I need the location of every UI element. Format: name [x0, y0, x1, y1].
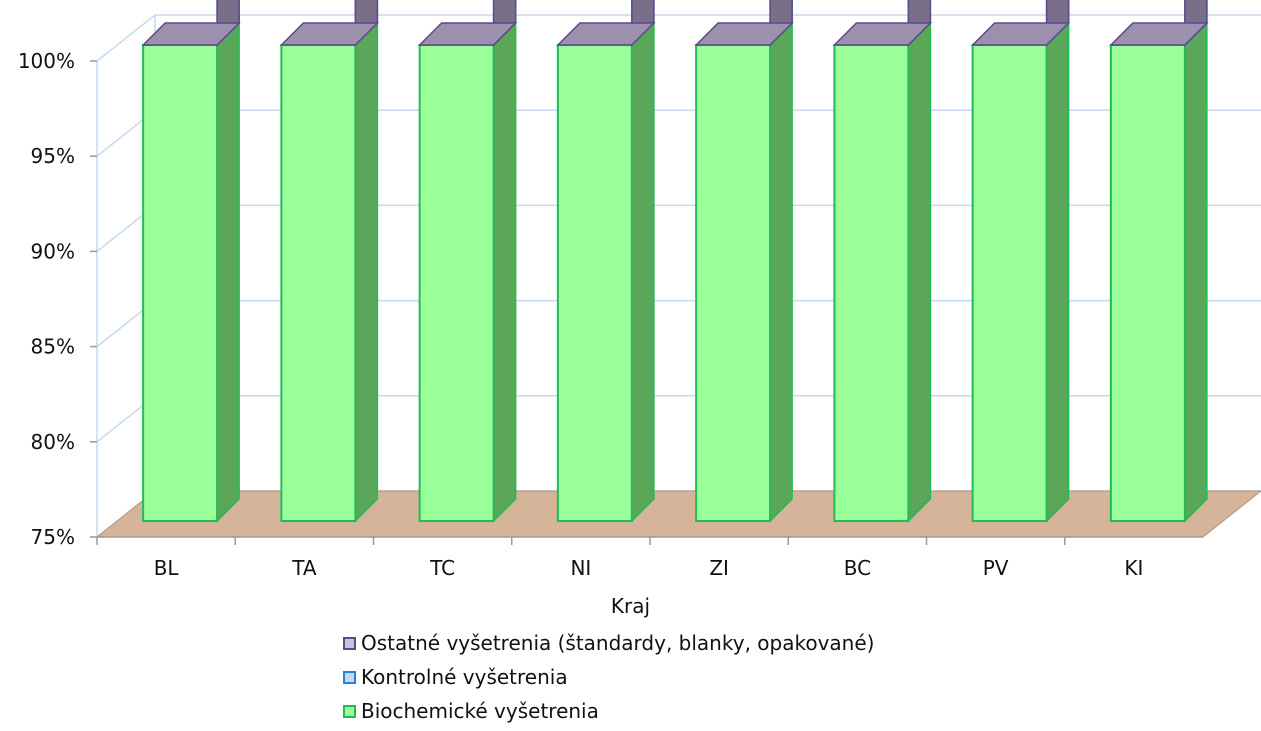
x-tick-label: KI	[1124, 556, 1143, 580]
bar-zi-series-0	[695, 44, 772, 522]
bar-tc-series-0	[418, 44, 495, 522]
bars	[141, 0, 1209, 523]
bar-bl-series-0	[142, 44, 219, 522]
gridlines	[96, 14, 1261, 538]
bar-top-ta	[279, 22, 380, 46]
bar-top-tc	[417, 22, 518, 46]
bar-side-ta-series-0	[354, 21, 379, 523]
legend-item-kontrolne: Kontrolné vyšetrenia	[343, 660, 874, 694]
bar-top-ki	[1109, 22, 1209, 46]
bar-top-bc	[832, 22, 933, 46]
x-tick-label: BL	[154, 556, 180, 580]
bar-side-pv-series-0	[1045, 21, 1070, 523]
x-tick-label: TA	[291, 556, 317, 580]
gridline	[96, 299, 1261, 348]
chart-walls	[96, 15, 1261, 537]
legend-item-biochemicke: Biochemické vyšetrenia	[343, 694, 874, 728]
y-tick-label: 80%	[31, 430, 75, 454]
bar-side-bl-series-0	[216, 21, 240, 523]
legend-label-kontrolne: Kontrolné vyšetrenia	[361, 665, 568, 689]
x-tick-label: PV	[983, 556, 1009, 580]
y-tick-label: 85%	[31, 335, 75, 359]
gridline	[96, 109, 1261, 157]
floor-plane	[95, 490, 1261, 538]
bar-top-zi	[694, 22, 794, 46]
gridline	[96, 204, 1261, 252]
legend-swatch-kontrolne	[343, 670, 356, 684]
legend: Ostatné vyšetrenia (štandardy, blanky, o…	[343, 626, 874, 728]
x-tick-label: TC	[429, 556, 455, 580]
x-tick-label: NI	[570, 556, 591, 580]
legend-label-ostatne: Ostatné vyšetrenia (štandardy, blanky, o…	[361, 631, 875, 655]
bar-top-pv	[970, 22, 1071, 46]
legend-swatch-ostatne	[343, 636, 356, 650]
y-tick-label: 75%	[31, 525, 75, 549]
bar-side-tc-series-0	[492, 21, 517, 523]
gridline	[96, 14, 1261, 62]
bar-top-bl	[141, 22, 241, 46]
legend-swatch-biochemicke	[343, 704, 356, 718]
y-tick-label: 100%	[18, 49, 75, 73]
bar-side-ki-series-0	[1184, 21, 1208, 523]
y-axis-tick-labels: 75% 80% 85% 90% 95% 100%	[18, 49, 97, 549]
bar-side-zi-series-0	[769, 21, 793, 523]
chart-floor	[95, 490, 1261, 538]
bar-side-ni-series-0	[631, 21, 655, 523]
bar-pv-series-0	[971, 44, 1048, 522]
bar-ni-series-0	[556, 44, 633, 522]
y-tick-label: 95%	[31, 144, 75, 168]
bar-ta-series-0	[280, 44, 357, 522]
bar-ki-series-0	[1109, 44, 1186, 522]
y-tick-label: 90%	[31, 239, 75, 263]
bar-bc-series-0	[833, 44, 910, 522]
x-tick-label: ZI	[709, 556, 729, 580]
gridline	[96, 395, 1261, 443]
legend-item-ostatne: Ostatné vyšetrenia (štandardy, blanky, o…	[343, 626, 874, 660]
x-axis-title: Kraj	[610, 594, 651, 618]
x-tick-label: BC	[844, 556, 871, 580]
bar-side-bc-series-0	[907, 21, 932, 523]
legend-label-biochemicke: Biochemické vyšetrenia	[361, 699, 599, 723]
x-axis-tick-labels: BL TA TC NI ZI BC PV KI	[96, 537, 1143, 580]
bar-top-ni	[556, 22, 656, 46]
